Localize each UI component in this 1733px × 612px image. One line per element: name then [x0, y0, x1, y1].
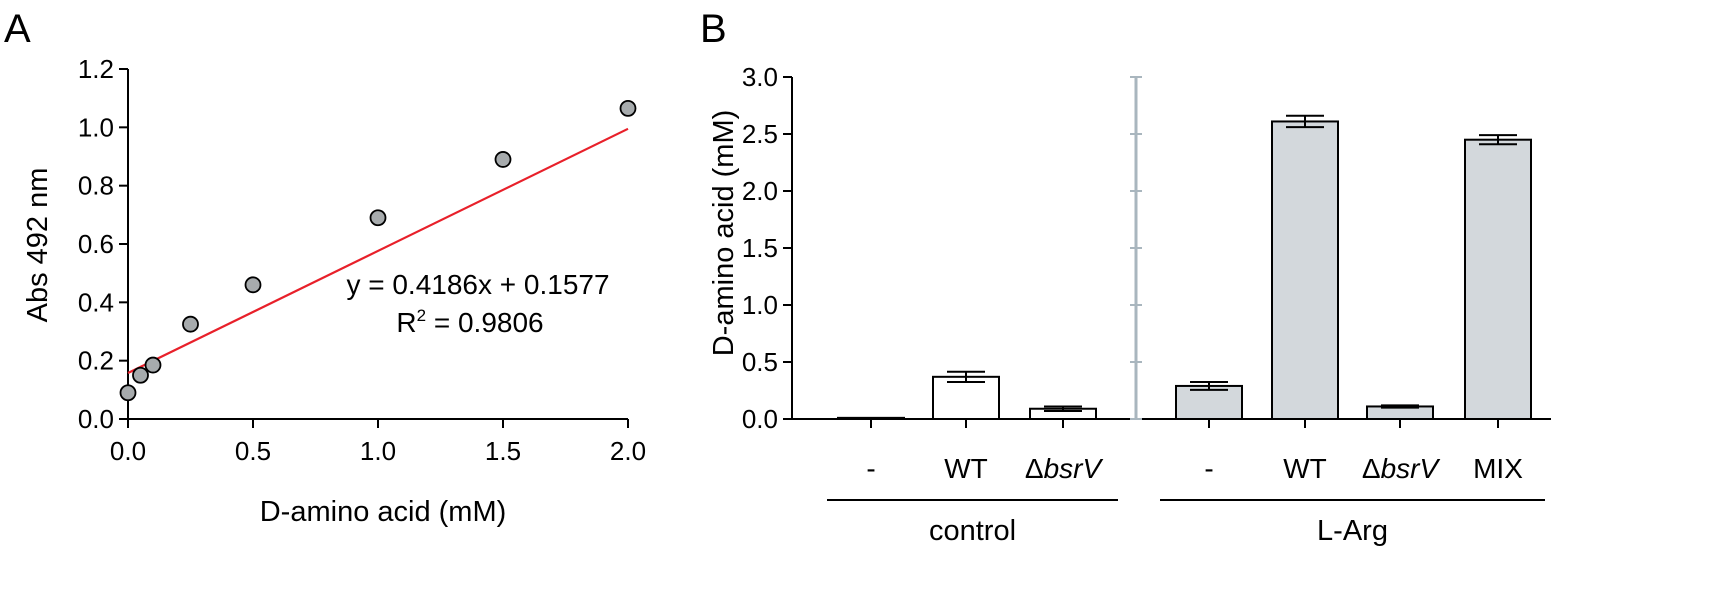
x-tick-label: 1.5	[485, 436, 521, 466]
y-tick-label: 1.2	[78, 54, 114, 84]
data-point	[369, 209, 387, 227]
category-label-text: WT	[944, 453, 988, 484]
category-label: ΔbsrV	[1025, 453, 1104, 484]
panel-b-category-labels: - WT ΔbsrV - WT ΔbsrV MIX	[866, 419, 1523, 484]
data-point	[132, 366, 149, 384]
category-label: WT	[1283, 453, 1327, 484]
category-label-text: -	[866, 453, 875, 484]
y-tick-label: 1.0	[78, 112, 114, 142]
data-point	[144, 356, 162, 374]
panel-b-y-ticks: 0.0 0.5 1.0 1.5 2.0 2.5 3.0	[742, 62, 792, 434]
y-tick-label: 0.4	[78, 287, 114, 317]
data-point	[619, 99, 637, 117]
bar	[1464, 138, 1532, 420]
panel-a-y-axis-title: Abs 492 nm	[22, 168, 54, 323]
panel-a-scatter-chart: A 0.00.20.40.60.81.01.2 0.0 0.5 1.0 1.5 2.0 …	[4, 7, 646, 528]
panel-a-fit-line-group	[127, 127, 629, 374]
category-label: MIX	[1473, 453, 1523, 484]
bar	[932, 375, 1000, 421]
data-point	[244, 276, 262, 294]
x-tick-label: 2.0	[610, 436, 646, 466]
y-tick-label: 2.0	[742, 176, 778, 206]
fit-line	[127, 127, 629, 374]
category-label: -	[866, 453, 875, 484]
panel-a-axes	[127, 69, 628, 420]
y-tick-label: 0.0	[78, 404, 114, 434]
panel-b-bar-chart: B 0.0 0.5 1.0 1.5 2.0 2.5 3.0 - WT ΔbsrV - WT ΔbsrV…	[700, 7, 1551, 547]
group-label: L-Arg	[1317, 515, 1388, 547]
y-tick-label: 2.5	[742, 119, 778, 149]
y-tick-label: 1.5	[742, 233, 778, 263]
fit-r-squared: R2 = 0.9806	[396, 306, 543, 338]
panel-b-y-axis-title: D-amino acid (mM)	[708, 110, 740, 357]
category-label-text: Δ	[1025, 453, 1044, 484]
bar	[1175, 384, 1243, 421]
panel-a-label: A	[4, 7, 31, 51]
y-tick-label: 1.0	[742, 290, 778, 320]
r-squared-superscript: 2	[417, 306, 426, 325]
panel-a-points	[119, 99, 637, 402]
panel-a-y-ticks: 0.0 0.2 0.4 0.6 0.8 1.0 1.2	[78, 54, 128, 434]
x-tick-label: 0.5	[235, 436, 271, 466]
data-point	[182, 315, 199, 333]
data-point	[494, 151, 512, 168]
category-label-italic: bsrV	[1044, 453, 1104, 484]
panel-a-x-ticks: 0.0 0.5 1.0 1.5 2.0	[110, 419, 646, 466]
bar	[837, 416, 905, 420]
panel-b-label: B	[700, 7, 727, 51]
r-squared-value: = 0.9806	[426, 307, 544, 338]
y-tick-label: 0.5	[742, 347, 778, 377]
y-tick-label: 0.6	[78, 229, 114, 259]
category-label-text: MIX	[1473, 453, 1523, 484]
fit-equation: y = 0.4186x + 0.1577	[346, 269, 609, 300]
group-divider	[1130, 76, 1142, 420]
category-label: ΔbsrV	[1362, 453, 1441, 484]
category-label-text: Δ	[1362, 453, 1381, 484]
r-squared-symbol: R	[396, 307, 416, 338]
panel-a-x-axis-title: D-amino acid (mM)	[260, 496, 507, 528]
y-tick-label: 3.0	[742, 62, 778, 92]
category-label: -	[1204, 453, 1213, 484]
x-tick-label: 1.0	[360, 436, 396, 466]
x-tick-label: 0.0	[110, 436, 146, 466]
panel-b-axes	[791, 77, 1551, 420]
category-label-text: WT	[1283, 453, 1327, 484]
data-point	[119, 384, 137, 402]
category-label-text: -	[1204, 453, 1213, 484]
panel-b-group-brackets: control L-Arg	[827, 499, 1545, 547]
group-label: control	[929, 515, 1016, 547]
y-tick-label: 0.2	[78, 346, 114, 376]
y-tick-label: 0.8	[78, 171, 114, 201]
category-label-italic: bsrV	[1381, 453, 1441, 484]
bar	[1271, 120, 1339, 421]
y-tick-label: 0.0	[742, 404, 778, 434]
category-label: WT	[944, 453, 988, 484]
panel-b-bars	[837, 114, 1532, 421]
